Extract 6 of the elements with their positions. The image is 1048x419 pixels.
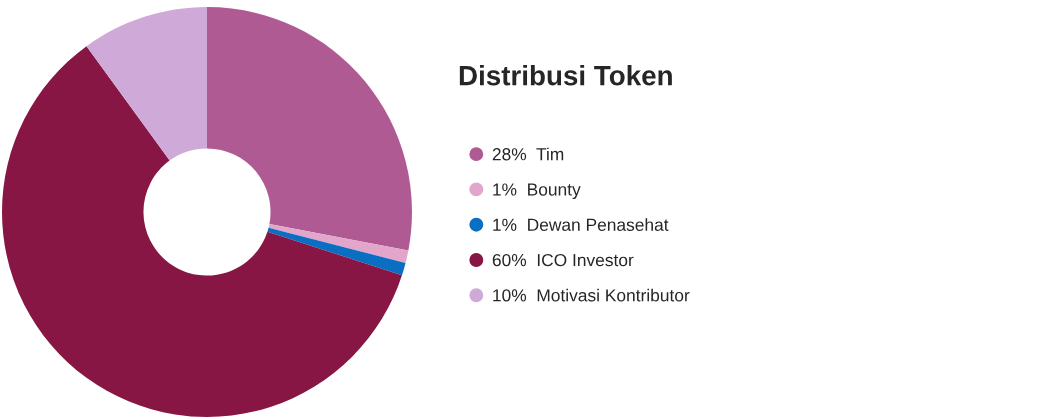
legend-label: 1% Dewan Penasehat: [493, 218, 669, 231]
legend-label: 1% Bounty: [493, 183, 581, 200]
legend-label: 10% Motivasi Kontributor: [493, 288, 690, 302]
legend-label: 60% ICO Investor: [492, 253, 634, 267]
legend-label: 28% Tim: [492, 147, 564, 161]
text: Distribusi Token: [459, 65, 672, 86]
